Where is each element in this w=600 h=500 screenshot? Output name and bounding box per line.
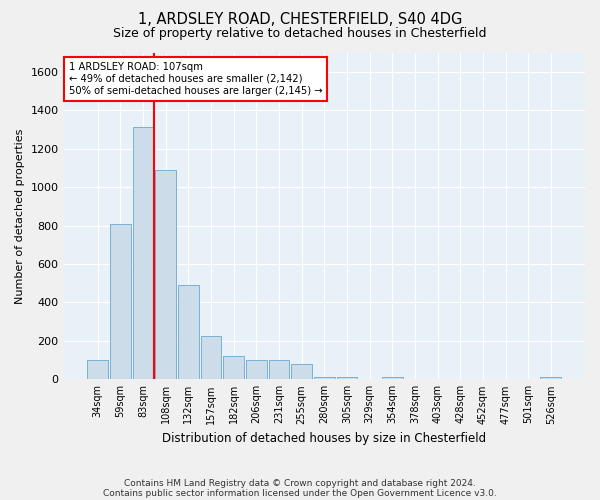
X-axis label: Distribution of detached houses by size in Chesterfield: Distribution of detached houses by size … (162, 432, 487, 445)
Bar (269, 360, 289, 380)
Text: 1, ARDSLEY ROAD, CHESTERFIELD, S40 4DG: 1, ARDSLEY ROAD, CHESTERFIELD, S40 4DG (138, 12, 462, 28)
Bar (382, 378, 403, 380)
Text: 1 ARDSLEY ROAD: 107sqm
← 49% of detached houses are smaller (2,142)
50% of semi-: 1 ARDSLEY ROAD: 107sqm ← 49% of detached… (69, 62, 322, 96)
Bar (246, 360, 267, 380)
Bar (178, 285, 199, 380)
Bar (223, 356, 244, 380)
Text: Size of property relative to detached houses in Chesterfield: Size of property relative to detached ho… (113, 28, 487, 40)
Bar (200, 336, 221, 380)
Bar (87, 360, 108, 380)
Bar (337, 378, 358, 380)
Bar (541, 378, 561, 380)
Bar (314, 378, 335, 380)
Bar (291, 364, 312, 380)
Bar (110, 224, 131, 380)
Text: Contains HM Land Registry data © Crown copyright and database right 2024.: Contains HM Land Registry data © Crown c… (124, 478, 476, 488)
Bar (155, 170, 176, 380)
Bar (133, 128, 154, 380)
Text: Contains public sector information licensed under the Open Government Licence v3: Contains public sector information licen… (103, 488, 497, 498)
Y-axis label: Number of detached properties: Number of detached properties (15, 128, 25, 304)
